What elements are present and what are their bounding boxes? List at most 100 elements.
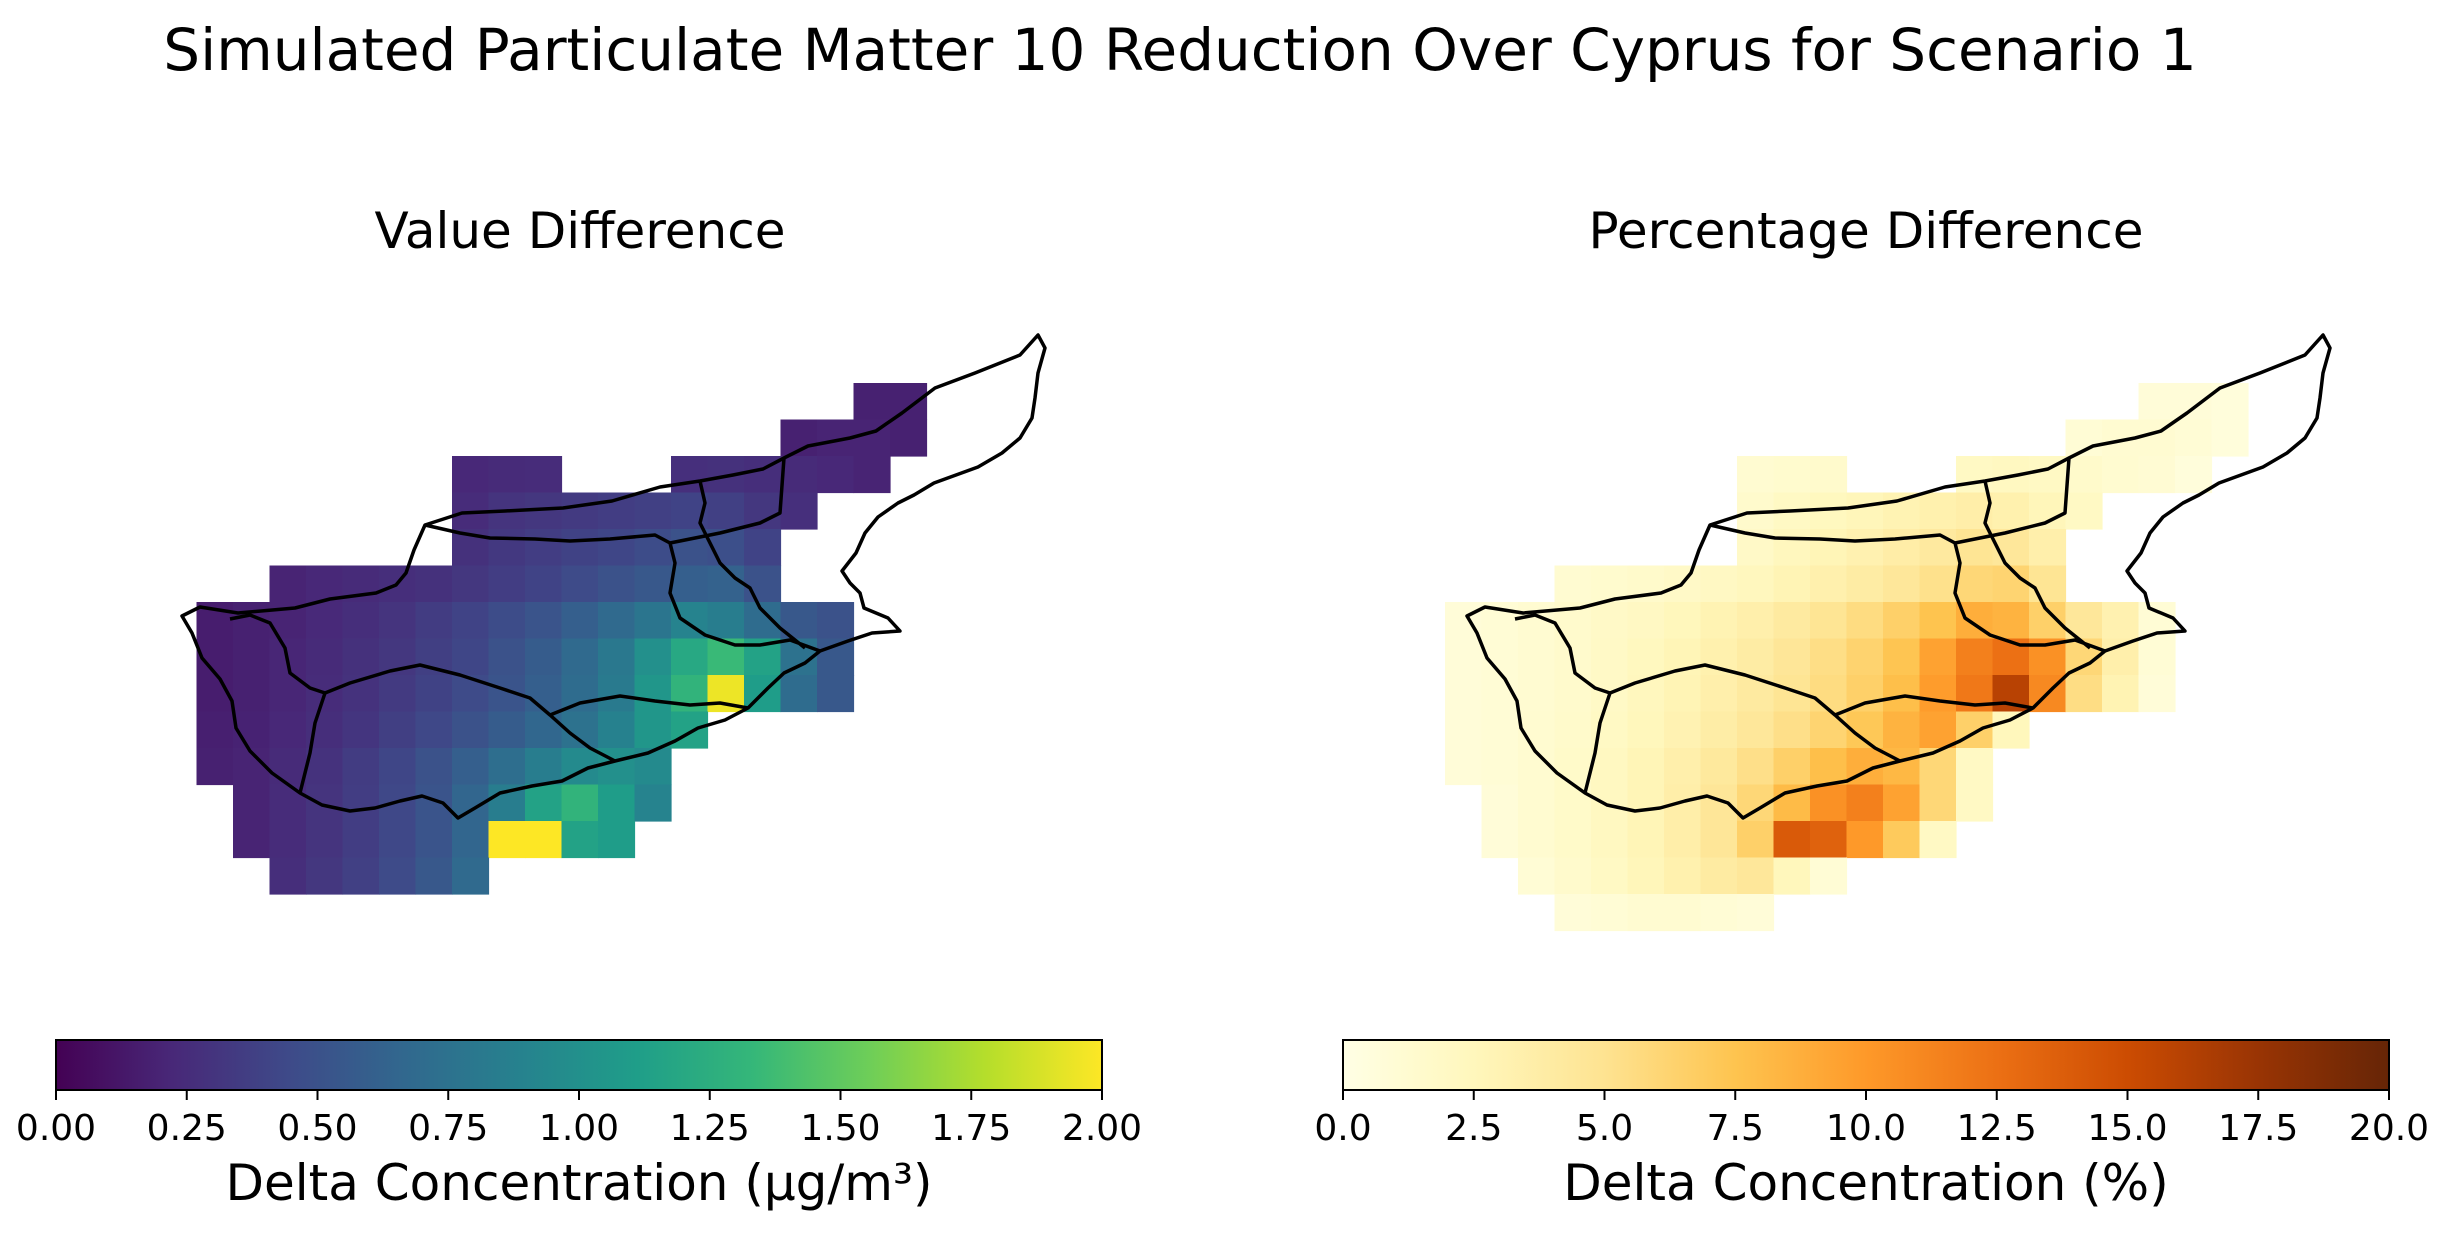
heatmap-cell xyxy=(452,675,490,713)
heatmap-cell xyxy=(452,711,490,749)
heatmap-cell xyxy=(780,675,818,713)
heatmap-cell xyxy=(269,748,307,786)
heatmap-cell xyxy=(269,821,307,859)
heatmap-cell xyxy=(1554,894,1592,932)
heatmap-cell xyxy=(1919,821,1957,859)
heatmap-cell xyxy=(1737,894,1775,932)
heatmap-cell xyxy=(1810,638,1848,676)
heatmap-cell xyxy=(634,565,672,603)
heatmap-cell xyxy=(1956,711,1994,749)
heatmap-cell xyxy=(744,529,782,567)
heatmap-cell xyxy=(525,711,563,749)
heatmap-cell xyxy=(1956,784,1994,822)
panel-percentage-difference: Percentage Difference 0.0 2.5 5.0 7.5 10.0 12… xyxy=(1314,202,2429,1212)
heatmap-cell xyxy=(488,748,526,786)
heatmap-cell xyxy=(1773,565,1811,603)
heatmap-cell xyxy=(525,675,563,713)
heatmap-cell xyxy=(1846,602,1884,640)
heatmap-cell xyxy=(1700,821,1738,859)
heatmap-cell xyxy=(1737,565,1775,603)
heatmap-cell xyxy=(1773,456,1811,494)
heatmap-cell xyxy=(1956,638,1994,676)
heatmap-cell xyxy=(1700,894,1738,932)
heatmap-cell xyxy=(1700,602,1738,640)
heatmap-value-difference xyxy=(196,383,928,895)
heatmap-cell xyxy=(1554,821,1592,859)
heatmap-cell xyxy=(525,748,563,786)
heatmap-cell xyxy=(1810,748,1848,786)
heatmap-cell xyxy=(1664,602,1702,640)
heatmap-cell xyxy=(342,821,380,859)
colorbar-tick-label: 0.75 xyxy=(408,1108,488,1149)
colorbar-tick-label: 0.25 xyxy=(147,1108,227,1149)
heatmap-cell xyxy=(525,602,563,640)
heatmap-cell xyxy=(1883,602,1921,640)
heatmap-cell xyxy=(342,602,380,640)
heatmap-cell xyxy=(1773,602,1811,640)
cyprus-coastline xyxy=(1465,333,2332,820)
heatmap-cell xyxy=(744,565,782,603)
heatmap-cell xyxy=(1591,602,1629,640)
heatmap-cell xyxy=(233,821,271,859)
heatmap-cell xyxy=(1700,565,1738,603)
heatmap-cell xyxy=(1846,675,1884,713)
heatmap-cell xyxy=(1627,638,1665,676)
heatmap-cell xyxy=(634,602,672,640)
heatmap-cell xyxy=(342,638,380,676)
heatmap-cell xyxy=(1737,675,1775,713)
heatmap-cell xyxy=(561,675,599,713)
heatmap-cell xyxy=(1883,711,1921,749)
heatmap-cell xyxy=(2065,492,2103,530)
heatmap-cell xyxy=(671,565,709,603)
heatmap-cell xyxy=(1627,857,1665,895)
heatmap-cell xyxy=(306,784,344,822)
heatmap-cell xyxy=(452,565,490,603)
heatmap-cell xyxy=(1737,711,1775,749)
heatmap-cell xyxy=(1919,675,1957,713)
heatmap-cell xyxy=(634,784,672,822)
colorbar-tick-label: 20.0 xyxy=(2349,1108,2429,1149)
heatmap-cell xyxy=(598,821,636,859)
heatmap-cell xyxy=(1481,748,1519,786)
heatmap-cell xyxy=(525,821,563,859)
heatmap-cell xyxy=(2138,638,2176,676)
colorbar-percentage-label: Delta Concentration (%) xyxy=(1563,1154,2168,1212)
heatmap-cell xyxy=(488,456,526,494)
colorbar-tick-label: 2.00 xyxy=(1062,1108,1142,1149)
heatmap-cell xyxy=(671,529,709,567)
colorbar-value-label: Delta Concentration (μg/m³) xyxy=(225,1154,932,1212)
heatmap-cell xyxy=(1664,894,1702,932)
heatmap-cell xyxy=(1810,711,1848,749)
heatmap-cell xyxy=(634,492,672,530)
heatmap-cell xyxy=(415,857,453,895)
heatmap-cell xyxy=(707,602,745,640)
heatmap-cell xyxy=(415,784,453,822)
heatmap-cell xyxy=(744,602,782,640)
heatmap-cell xyxy=(1883,565,1921,603)
heatmap-cell xyxy=(2138,383,2176,421)
heatmap-cell xyxy=(1883,675,1921,713)
heatmap-cell xyxy=(196,711,234,749)
heatmap-cell xyxy=(452,638,490,676)
heatmap-cell xyxy=(1846,638,1884,676)
heatmap-cell xyxy=(1773,638,1811,676)
heatmap-cell xyxy=(1737,821,1775,859)
heatmap-cell xyxy=(1810,784,1848,822)
heatmap-cell xyxy=(1518,675,1556,713)
heatmap-cell xyxy=(561,638,599,676)
heatmap-cell xyxy=(2102,456,2140,494)
heatmap-cell xyxy=(415,821,453,859)
heatmap-cell xyxy=(415,675,453,713)
heatmap-cell xyxy=(1773,711,1811,749)
heatmap-cell xyxy=(561,784,599,822)
heatmap-cell xyxy=(2211,419,2249,457)
heatmap-cell xyxy=(1700,748,1738,786)
panel-value-difference: Value Difference 0.00 0.25 0.50 0.75 1.00 1.2… xyxy=(16,202,1142,1212)
colorbar-tick-label: 5.0 xyxy=(1576,1108,1633,1149)
heatmap-cell xyxy=(233,675,271,713)
heatmap-cell xyxy=(488,638,526,676)
heatmap-cell xyxy=(1591,821,1629,859)
heatmap-cell xyxy=(1445,748,1483,786)
heatmap-cell xyxy=(1737,456,1775,494)
heatmap-cell xyxy=(306,638,344,676)
